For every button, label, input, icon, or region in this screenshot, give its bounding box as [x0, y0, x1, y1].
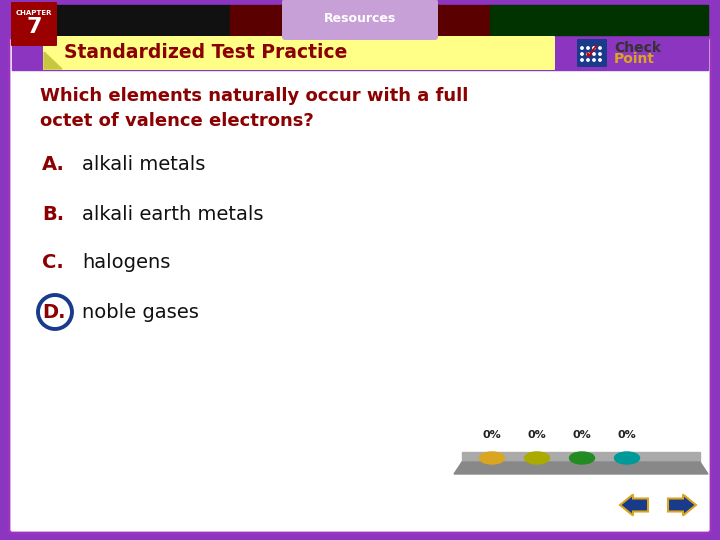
- Text: 0%: 0%: [572, 430, 591, 440]
- Circle shape: [587, 53, 589, 55]
- Circle shape: [581, 53, 583, 55]
- FancyBboxPatch shape: [11, 2, 57, 46]
- Polygon shape: [454, 462, 708, 474]
- FancyBboxPatch shape: [577, 39, 607, 67]
- Bar: [230, 5, 490, 35]
- Circle shape: [599, 47, 601, 49]
- Circle shape: [593, 47, 595, 49]
- Text: CHAPTER: CHAPTER: [16, 10, 53, 16]
- FancyArrow shape: [668, 495, 696, 516]
- Ellipse shape: [480, 452, 505, 464]
- FancyBboxPatch shape: [9, 37, 711, 533]
- FancyBboxPatch shape: [43, 36, 555, 70]
- Text: C.: C.: [42, 253, 64, 272]
- Circle shape: [587, 47, 589, 49]
- Text: alkali earth metals: alkali earth metals: [82, 206, 264, 225]
- Ellipse shape: [570, 452, 595, 464]
- FancyArrow shape: [620, 495, 648, 516]
- Text: Resources: Resources: [324, 12, 396, 25]
- Circle shape: [587, 59, 589, 61]
- Circle shape: [593, 59, 595, 61]
- Polygon shape: [44, 52, 62, 69]
- Text: 0%: 0%: [528, 430, 546, 440]
- Text: Standardized Test Practice: Standardized Test Practice: [64, 44, 347, 63]
- Text: Check: Check: [614, 41, 661, 55]
- Text: 0%: 0%: [618, 430, 636, 440]
- Text: A.: A.: [42, 156, 65, 174]
- Text: 7: 7: [26, 17, 42, 37]
- Text: 0%: 0%: [482, 430, 501, 440]
- Bar: [12, 5, 230, 35]
- Ellipse shape: [524, 452, 549, 464]
- Circle shape: [599, 53, 601, 55]
- Bar: [12, 35, 708, 70]
- Bar: [490, 5, 708, 35]
- Circle shape: [581, 59, 583, 61]
- Polygon shape: [462, 452, 700, 462]
- Text: D.: D.: [42, 302, 66, 321]
- Text: Which elements naturally occur with a full
octet of valence electrons?: Which elements naturally occur with a fu…: [40, 87, 469, 130]
- FancyBboxPatch shape: [282, 0, 438, 40]
- Text: ✓: ✓: [582, 43, 601, 63]
- Circle shape: [593, 53, 595, 55]
- Ellipse shape: [614, 452, 639, 464]
- Text: halogens: halogens: [82, 253, 171, 272]
- Text: alkali metals: alkali metals: [82, 156, 205, 174]
- Text: Point: Point: [614, 52, 655, 66]
- Text: B.: B.: [42, 206, 64, 225]
- Circle shape: [581, 47, 583, 49]
- Circle shape: [599, 59, 601, 61]
- Text: noble gases: noble gases: [82, 302, 199, 321]
